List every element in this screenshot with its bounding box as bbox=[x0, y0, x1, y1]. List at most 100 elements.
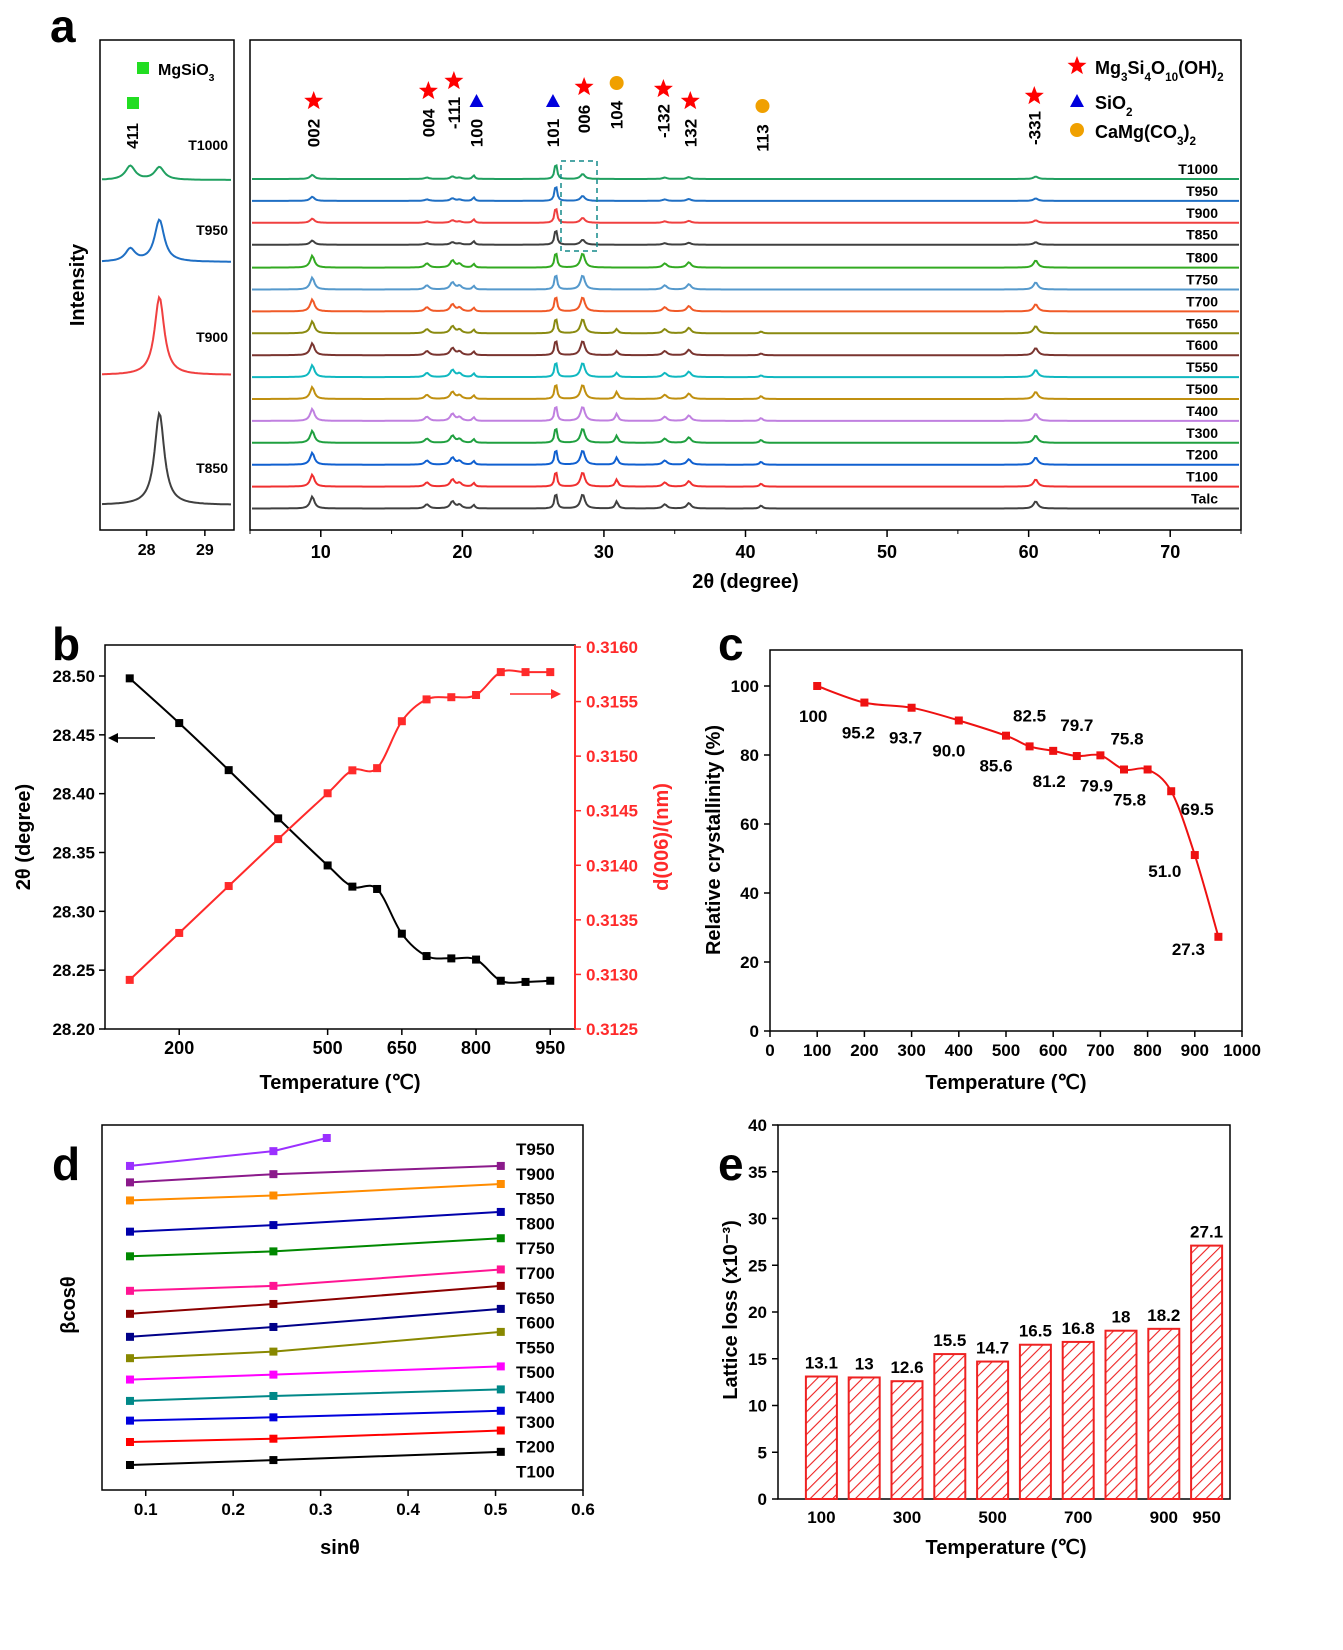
d-series-label-T800: T800 bbox=[516, 1214, 555, 1233]
d-point-T750-0 bbox=[125, 1252, 134, 1261]
xrd-curve-T500 bbox=[252, 383, 1239, 400]
c-y-tick-label: 100 bbox=[731, 677, 759, 696]
d-line-T750 bbox=[129, 1237, 501, 1258]
xrd-curve-T200 bbox=[252, 449, 1239, 466]
panel-letter-c: c bbox=[718, 618, 744, 670]
d-series-label-T550: T550 bbox=[516, 1338, 555, 1357]
d-point-T700-1 bbox=[269, 1281, 278, 1290]
b-y-tick-label: 28.20 bbox=[52, 1020, 95, 1039]
d-point-T300-1 bbox=[269, 1413, 278, 1422]
b-point-d006-400 bbox=[274, 835, 283, 844]
b-point-2theta-400 bbox=[274, 814, 283, 823]
e-data-label-500: 14.7 bbox=[976, 1339, 1009, 1358]
d-line-T400 bbox=[129, 1388, 501, 1402]
xrd-curve-label-T850: T850 bbox=[1186, 227, 1218, 243]
xrd-curve-T1000 bbox=[252, 164, 1239, 180]
b-point-d006-750 bbox=[447, 693, 456, 702]
inset-peak-marker bbox=[127, 97, 139, 109]
b-point-d006-500 bbox=[323, 789, 332, 798]
e-data-label-200: 13 bbox=[855, 1354, 874, 1373]
c-x-tick-label: 0 bbox=[765, 1041, 774, 1060]
b-series-d006-line bbox=[129, 669, 551, 981]
d-series-label-T950: T950 bbox=[516, 1140, 555, 1159]
d-line-T550 bbox=[129, 1330, 501, 1360]
c-point-900 bbox=[1190, 851, 1199, 860]
d-point-T400-2 bbox=[496, 1385, 505, 1394]
d-point-T400-0 bbox=[125, 1396, 134, 1405]
c-data-label-600: 81.2 bbox=[1033, 772, 1066, 791]
b-point-2theta-750 bbox=[447, 954, 456, 963]
b-point-d006-550 bbox=[348, 766, 357, 775]
inset-curve-label-T900: T900 bbox=[196, 329, 228, 345]
b-arrow-right-head bbox=[551, 689, 561, 699]
c-x-tick-label: 700 bbox=[1086, 1041, 1114, 1060]
inset-x-tick-label: 29 bbox=[196, 542, 214, 559]
c-data-label-100: 100 bbox=[799, 707, 827, 726]
d-point-T750-1 bbox=[269, 1247, 278, 1256]
c-point-800 bbox=[1143, 765, 1152, 774]
d-series-label-T700: T700 bbox=[516, 1264, 555, 1283]
d-frame bbox=[101, 1124, 584, 1491]
c-data-label-900: 51.0 bbox=[1148, 862, 1181, 881]
panel-letter-d: d bbox=[52, 1138, 80, 1190]
c-x-tick-label: 400 bbox=[945, 1041, 973, 1060]
d-point-T750-2 bbox=[496, 1234, 505, 1243]
c-x-tick-label: 200 bbox=[850, 1041, 878, 1060]
xrd-x-tick-label: 60 bbox=[1019, 542, 1039, 562]
inset-y-axis-title: Intensity bbox=[67, 243, 89, 326]
c-point-200 bbox=[860, 698, 869, 707]
b-point-d006-850 bbox=[496, 668, 505, 677]
d-point-T950-0 bbox=[125, 1161, 134, 1170]
xrd-curve-T600 bbox=[252, 340, 1239, 357]
legend-marker-0 bbox=[1067, 56, 1087, 75]
xrd-curve-label-T100: T100 bbox=[1186, 469, 1218, 485]
b-y2-tick-label: 0.3145 bbox=[586, 802, 638, 821]
d-line-T200 bbox=[129, 1429, 501, 1443]
d-point-T200-0 bbox=[125, 1437, 134, 1446]
c-y-tick-label: 0 bbox=[750, 1022, 759, 1041]
b-point-2theta-500 bbox=[323, 861, 332, 870]
peak-marker--331 bbox=[1024, 86, 1044, 105]
d-point-T800-2 bbox=[496, 1207, 505, 1216]
e-y-tick-label: 30 bbox=[748, 1210, 767, 1229]
c-point-700 bbox=[1096, 751, 1105, 760]
c-x-tick-label: 500 bbox=[992, 1041, 1020, 1060]
d-x-axis-title: sinθ bbox=[320, 1537, 360, 1559]
d-line-T650 bbox=[129, 1284, 501, 1315]
e-x-axis-title: Temperature (℃) bbox=[925, 1537, 1086, 1559]
xrd-frame bbox=[249, 39, 1242, 531]
e-bar-400 bbox=[933, 1353, 967, 1500]
c-y-tick-label: 60 bbox=[740, 815, 759, 834]
e-data-label-900: 18.2 bbox=[1147, 1306, 1180, 1325]
e-x-tick-label-950: 950 bbox=[1192, 1508, 1220, 1527]
b-point-d006-700 bbox=[422, 695, 431, 704]
d-point-T700-2 bbox=[496, 1265, 505, 1274]
e-bar-700 bbox=[1061, 1340, 1095, 1501]
d-point-T800-1 bbox=[269, 1221, 278, 1230]
d-point-T850-0 bbox=[125, 1196, 134, 1205]
b-point-2theta-650 bbox=[397, 929, 406, 938]
d-point-T850-1 bbox=[269, 1191, 278, 1200]
b-point-2theta-800 bbox=[472, 955, 481, 964]
b-frame bbox=[104, 644, 576, 1030]
c-point-750 bbox=[1120, 765, 1128, 774]
c-point-550 bbox=[1025, 742, 1034, 751]
d-point-T550-1 bbox=[269, 1347, 278, 1356]
c-y-axis-title: Relative crystallinity (%) bbox=[703, 725, 725, 955]
e-data-label-700: 16.8 bbox=[1062, 1319, 1095, 1338]
inset-curve-label-T950: T950 bbox=[196, 222, 228, 238]
peak-label-101: 101 bbox=[544, 119, 563, 147]
d-point-T550-2 bbox=[496, 1327, 505, 1336]
c-x-axis-title: Temperature (℃) bbox=[925, 1072, 1086, 1094]
williamson-hall-chart-panel-d: 0.1 0.2 0.3 0.4 0.5 0.6 sinθ βcosθ T950 T900 T850 T… bbox=[58, 1124, 595, 1559]
e-y-axis-title: Lattice loss (x10⁻³) bbox=[720, 1220, 742, 1400]
e-x-tick-label-300: 300 bbox=[893, 1508, 921, 1527]
xrd-curve-label-T900: T900 bbox=[1186, 205, 1218, 221]
xrd-curve-T800 bbox=[252, 252, 1239, 269]
d-point-T300-0 bbox=[125, 1416, 134, 1425]
b-point-2theta-950 bbox=[546, 976, 555, 985]
peak-label-104: 104 bbox=[608, 100, 627, 129]
peak-marker-113 bbox=[755, 99, 770, 113]
d-x-tick-label: 0.3 bbox=[309, 1500, 333, 1519]
